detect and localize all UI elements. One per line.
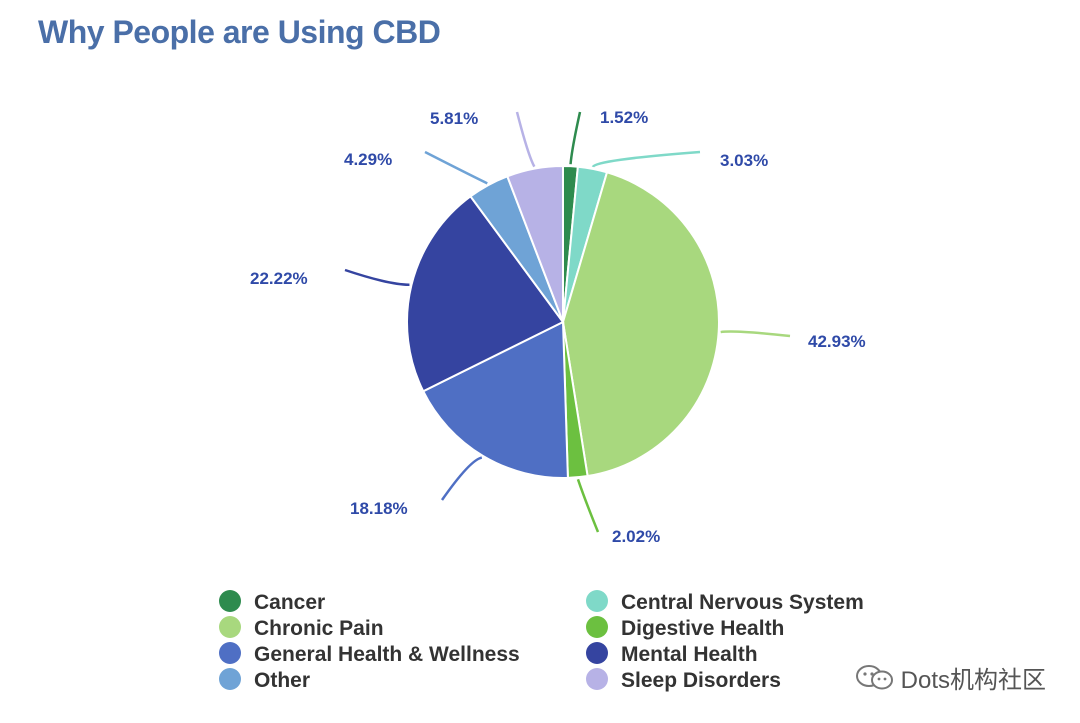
watermark: Dots机构社区 <box>855 660 1046 695</box>
legend-label: Cancer <box>254 591 325 614</box>
legend-item: Sleep Disorders <box>586 668 781 692</box>
data-label: 1.52% <box>600 108 648 127</box>
legend-item: Cancer <box>219 590 325 614</box>
pie-slice-general-health-wellness <box>421 320 569 479</box>
leader-line <box>591 150 701 168</box>
leader-lines <box>344 111 791 533</box>
legend-label: Other <box>254 669 310 692</box>
leader-line <box>720 330 791 338</box>
data-label: 2.02% <box>612 527 660 546</box>
chart-title: Why People are Using CBD <box>38 14 441 50</box>
leader-line <box>344 268 410 286</box>
pie-slice-chronic-pain <box>561 171 720 478</box>
legend-item: Other <box>219 668 310 692</box>
leader-line <box>515 111 536 168</box>
legend-label: Mental Health <box>621 643 758 666</box>
watermark-text: Dots机构社区 <box>900 667 1046 694</box>
legend-label: Sleep Disorders <box>621 669 781 692</box>
data-labels: 1.52% 3.03% 42.93% 2.02% 18.18% 22.22% 4.29% 5.… <box>250 108 866 546</box>
legend-item: Mental Health <box>586 642 758 666</box>
pie-slices <box>406 164 720 479</box>
leader-line <box>440 456 483 501</box>
legend-swatch <box>219 642 241 664</box>
legend-swatch <box>219 668 241 690</box>
legend-swatch <box>586 668 608 690</box>
pie-slice-sleep-disorders <box>506 164 564 323</box>
legend-swatch <box>219 616 241 638</box>
data-label: 42.93% <box>808 332 866 351</box>
legend-swatch <box>586 642 608 664</box>
data-label: 3.03% <box>720 151 768 170</box>
data-label: 18.18% <box>350 499 408 518</box>
legend-swatch <box>586 590 608 612</box>
data-label: 4.29% <box>344 150 392 169</box>
legend-item: General Health & Wellness <box>219 642 520 666</box>
legend-label: Central Nervous System <box>621 591 864 614</box>
legend-item: Chronic Pain <box>219 616 384 640</box>
legend-label: General Health & Wellness <box>254 643 520 666</box>
data-label: 5.81% <box>430 109 478 128</box>
leader-line <box>569 111 582 165</box>
pie-slice-mental-health <box>406 194 565 393</box>
legend: Cancer Central Nervous System Chronic Pain… <box>219 590 864 692</box>
legend-swatch <box>219 590 241 612</box>
legend-item: Digestive Health <box>586 616 784 640</box>
data-label: 22.22% <box>250 269 308 288</box>
leader-line <box>424 150 488 185</box>
legend-label: Digestive Health <box>621 617 784 640</box>
legend-label: Chronic Pain <box>254 617 384 640</box>
legend-swatch <box>586 616 608 638</box>
chat-bubbles-icon <box>855 664 895 692</box>
legend-item: Central Nervous System <box>586 590 864 614</box>
leader-line <box>576 478 600 533</box>
